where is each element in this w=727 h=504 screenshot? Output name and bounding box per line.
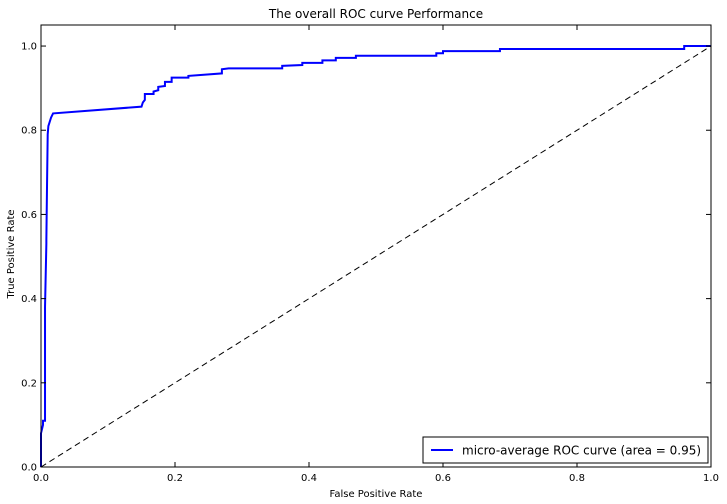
y-tick-label: 0.8 [21,126,37,137]
y-axis-title: True Positive Rate [6,209,17,299]
chart-title: The overall ROC curve Performance [268,7,483,21]
y-tick-label: 0.0 [21,463,37,474]
roc-curve-line [40,45,711,467]
x-tick-label: 0.0 [33,473,49,484]
legend: micro-average ROC curve (area = 0.95) [422,436,709,464]
x-tick-label: 0.6 [435,473,451,484]
x-axis-title: False Positive Rate [330,489,423,500]
legend-label: micro-average ROC curve (area = 0.95) [462,444,701,458]
y-tick-label: 0.6 [21,210,37,221]
legend-box [422,436,709,464]
plot-area: 0.0 0.2 0.4 0.6 0.8 1.0 0.0 0.2 0.4 0.6 0.8 1.0 [21,24,719,484]
y-tick-label: 1.0 [21,42,37,53]
y-tick-label: 0.4 [21,294,37,305]
plot-frame [40,24,712,468]
x-tick-label: 0.2 [167,473,183,484]
chance-diagonal-line [40,45,712,468]
x-tick-label: 0.8 [569,473,585,484]
x-tick-label: 0.4 [301,473,317,484]
x-tick-label: 1.0 [703,473,719,484]
y-tick-label: 0.2 [21,378,37,389]
